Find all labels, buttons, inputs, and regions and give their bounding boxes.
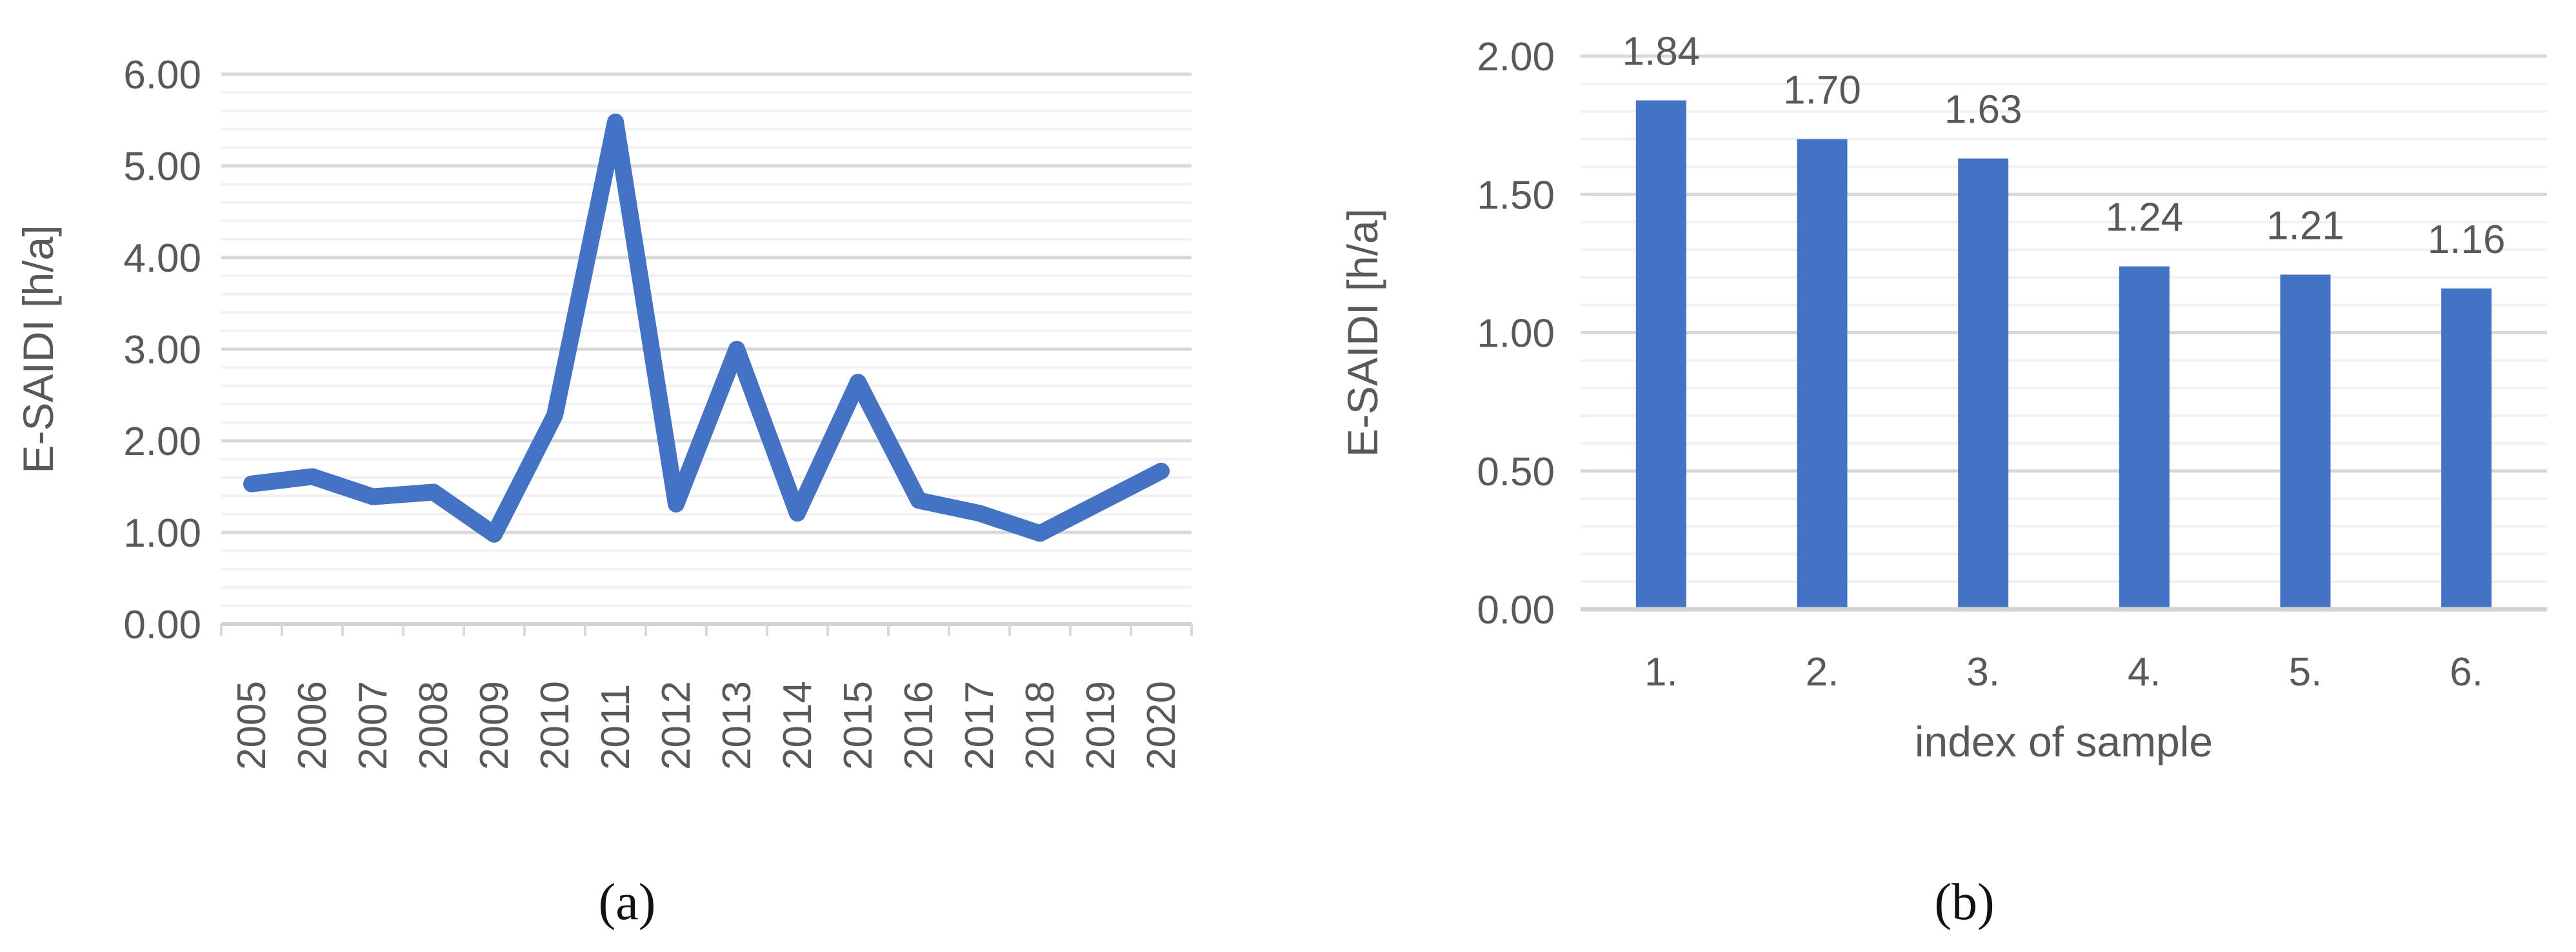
caption-b: (b): [1934, 874, 1995, 931]
x-tick-label: 2015: [836, 681, 881, 770]
y-tick-label: 1.00: [1477, 312, 1555, 356]
bar: [1958, 158, 2009, 607]
x-tick-label: 2017: [957, 681, 1002, 770]
line-chart: 0.00 1.00 2.00 3.00 4.00 5.00 6.00 E-SAIDI [h/a…: [14, 53, 1193, 770]
y-tick-label: 1.50: [1477, 173, 1555, 218]
y-tick-label: 0.50: [1477, 450, 1555, 494]
bar: [1635, 100, 1686, 607]
x-tick-label: 2020: [1139, 681, 1184, 770]
bar: [1797, 139, 1848, 607]
x-tick-label: 2013: [715, 681, 759, 770]
y-axis-title: E-SAIDI [h/a]: [1339, 208, 1386, 457]
x-tick-label: 1.: [1644, 650, 1678, 694]
x-tick-label: 2010: [533, 681, 577, 770]
x-tick-label: 2019: [1079, 681, 1123, 770]
data-series-line: [243, 113, 1170, 543]
x-tick-label: 4.: [2128, 650, 2161, 694]
y-tick-label: 4.00: [123, 236, 201, 281]
y-tick-label: 3.00: [123, 328, 201, 372]
y-tick-label: 0.00: [1477, 588, 1555, 633]
bar: [2119, 266, 2170, 607]
x-axis-title: index of sample: [1915, 718, 2213, 765]
x-tick-label: 3.: [1966, 650, 2000, 694]
bar-value-label: 1.63: [1944, 88, 2022, 132]
x-tick-label: 2018: [1018, 681, 1063, 770]
bar: [2441, 288, 2492, 607]
x-tick-label: 2.: [1806, 650, 1839, 694]
y-tick-label: 0.00: [123, 603, 201, 647]
bar-value-label: 1.70: [1783, 68, 1861, 113]
bar-value-label: 1.16: [2428, 218, 2506, 262]
y-tick-label: 6.00: [123, 53, 201, 97]
y-tick-label: 2.00: [1477, 35, 1555, 79]
x-tick-label: 2011: [594, 684, 638, 770]
bar-value-label: 1.84: [1622, 30, 1700, 74]
x-tick-label: 2014: [775, 681, 820, 770]
x-tick-label: 2005: [230, 681, 274, 770]
y-tick-label: 2.00: [123, 420, 201, 464]
x-tick-label: 2016: [897, 681, 941, 770]
x-tick-label: 2006: [290, 681, 335, 770]
x-tick-label: 5.: [2289, 650, 2322, 694]
caption-a: (a): [598, 874, 656, 931]
bar-chart: 0.000.501.001.502.00E-SAIDI [h/a]1.841.1…: [1339, 30, 2547, 765]
bar-value-label: 1.21: [2266, 204, 2344, 248]
x-tick-label: 2009: [472, 681, 517, 770]
y-tick-label: 1.00: [123, 511, 201, 556]
x-tick-label: 2008: [412, 681, 456, 770]
y-tick-label: 5.00: [123, 145, 201, 189]
bar: [2280, 274, 2331, 607]
y-axis-title: E-SAIDI [h/a]: [14, 225, 62, 473]
x-tick-label: 2007: [351, 681, 395, 770]
x-tick-label: 6.: [2450, 650, 2483, 694]
x-tick-label: 2012: [654, 681, 699, 770]
bar-value-label: 1.24: [2105, 196, 2183, 240]
